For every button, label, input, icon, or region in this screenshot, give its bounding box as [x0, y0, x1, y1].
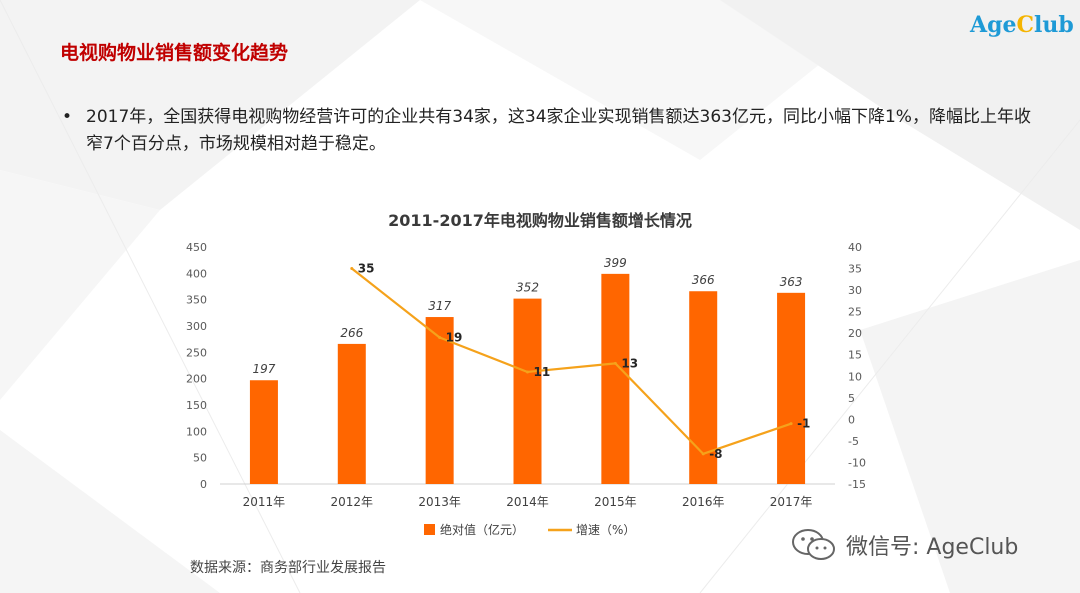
- y-right-tick-label: -5: [848, 435, 859, 448]
- growth-line: [351, 267, 792, 455]
- y-left-tick-label: 100: [186, 425, 207, 438]
- bar-value-label: 317: [428, 299, 451, 313]
- y-right-tick-label: -10: [848, 456, 866, 469]
- x-tick-label: 2011年: [243, 495, 286, 509]
- y-left-tick-label: 0: [200, 478, 207, 491]
- bar-value-label: 366: [692, 273, 715, 287]
- bar-2017年: [777, 292, 806, 484]
- bar-value-label: 197: [252, 362, 275, 376]
- growth-point: [613, 361, 617, 365]
- logo-part-age: Age: [970, 12, 1017, 38]
- y-left-tick-label: 200: [186, 373, 207, 386]
- y-right-tick-label: 15: [848, 349, 862, 362]
- bar-2012年: [337, 343, 366, 484]
- bar-value-label: 363: [780, 275, 803, 289]
- y-left-tick-label: 50: [193, 452, 207, 465]
- bar-2016年: [689, 291, 718, 484]
- growth-value-label: 19: [446, 330, 463, 344]
- y-left-tick-label: 300: [186, 320, 207, 333]
- wechat-icon: [792, 529, 835, 560]
- bar-2014年: [513, 298, 542, 484]
- data-source: 数据来源：商务部行业发展报告: [190, 560, 386, 576]
- summary-bullet: • 2017年，全国获得电视购物经营许可的企业共有34家，这34家企业实现销售额…: [62, 104, 1042, 158]
- legend-label-bar: 绝对值（亿元）: [440, 522, 524, 537]
- growth-point: [526, 370, 529, 374]
- page-title: 电视购物业销售额变化趋势: [60, 42, 289, 64]
- growth-point: [701, 452, 705, 456]
- y-right-tick-label: 35: [848, 263, 862, 276]
- y-right-tick-label: 40: [848, 241, 862, 254]
- y-left-tick-label: 250: [186, 346, 207, 359]
- bar-2011年: [249, 380, 278, 484]
- legend-label-line: 增速（%）: [576, 523, 635, 537]
- bullet-dot-icon: •: [62, 107, 73, 127]
- x-tick-label: 2013年: [418, 495, 461, 509]
- y-right-tick-label: 20: [848, 327, 862, 340]
- bar-value-label: 352: [516, 281, 539, 295]
- wechat-watermark: 微信号: AgeClub: [790, 528, 1018, 562]
- bar-value-label: 266: [340, 326, 363, 340]
- x-tick-label: 2017年: [770, 495, 813, 509]
- bar-2015年: [601, 273, 630, 484]
- growth-value-label: 11: [534, 365, 551, 379]
- legend-swatch-bar: [424, 524, 435, 535]
- x-tick-label: 2012年: [331, 495, 374, 509]
- growth-value-label: 13: [621, 356, 638, 370]
- x-tick-label: 2015年: [594, 495, 637, 509]
- y-left-tick-label: 350: [186, 294, 207, 307]
- y-left-tick-label: 400: [186, 267, 207, 280]
- y-right-tick-label: 10: [848, 370, 862, 383]
- y-right-tick-label: 30: [848, 284, 862, 297]
- summary-text: 2017年，全国获得电视购物经营许可的企业共有34家，这34家企业实现销售额达3…: [86, 107, 1031, 154]
- growth-point: [438, 335, 442, 339]
- logo-part-lub: lub: [1033, 12, 1074, 38]
- growth-point: [789, 422, 793, 426]
- growth-value-label: -1: [797, 417, 810, 431]
- ageclub-logo: AgeClub: [970, 12, 1074, 38]
- chart-title: 2011-2017年电视购物业销售额增长情况: [388, 211, 692, 230]
- growth-value-label: -8: [709, 447, 722, 461]
- y-right-tick-label: -15: [848, 478, 866, 491]
- watermark-text: 微信号: AgeClub: [846, 535, 1019, 560]
- logo-part-c: C: [1016, 12, 1034, 38]
- y-left-tick-label: 450: [186, 241, 207, 254]
- y-right-tick-label: 5: [848, 392, 855, 405]
- growth-value-label: 35: [358, 262, 375, 276]
- bar-value-label: 399: [604, 256, 627, 270]
- bar-2013年: [425, 317, 454, 484]
- y-right-tick-label: 0: [848, 413, 855, 426]
- x-tick-label: 2016年: [682, 495, 725, 509]
- x-tick-label: 2014年: [506, 495, 549, 509]
- y-left-tick-label: 150: [186, 399, 207, 412]
- y-right-tick-label: 25: [848, 306, 862, 319]
- growth-point: [350, 267, 354, 271]
